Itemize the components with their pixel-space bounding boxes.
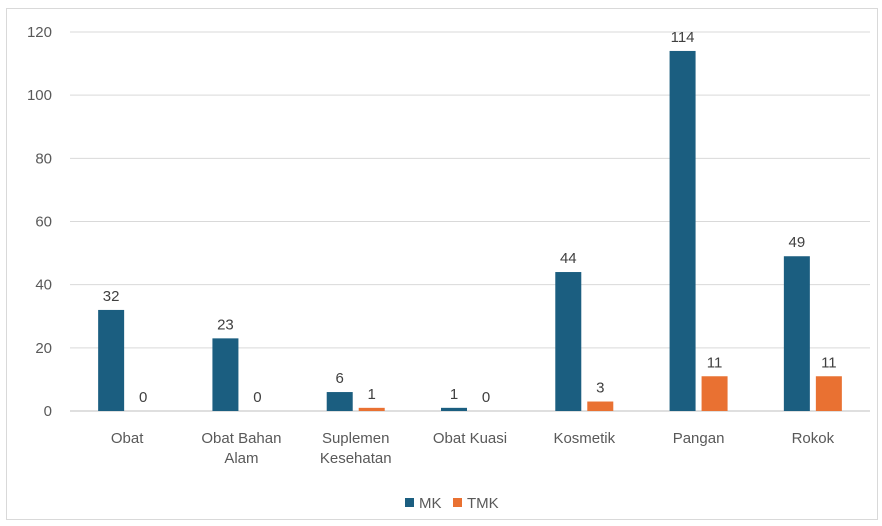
y-tick-label: 120 <box>27 24 52 41</box>
y-tick-label: 0 <box>44 403 52 420</box>
chart-frame <box>6 8 878 520</box>
x-tick-label: Obat <box>111 430 144 447</box>
legend-swatch-tmk <box>453 498 462 507</box>
x-tick-label: Suplemen <box>322 430 390 447</box>
legend-label-mk: MK <box>419 495 442 512</box>
legend: MK TMK <box>405 495 499 512</box>
x-tick-label: Kosmetik <box>553 430 615 447</box>
x-tick-label: Rokok <box>792 430 835 447</box>
y-tick-label: 60 <box>35 214 52 231</box>
bars <box>98 50 842 411</box>
gridlines <box>70 31 870 412</box>
data-label: 3 <box>596 380 604 397</box>
data-label: 32 <box>103 288 120 305</box>
bar-mk <box>212 338 239 411</box>
legend-label-tmk: TMK <box>467 495 499 512</box>
bar-tmk <box>815 376 842 411</box>
data-label: 11 <box>707 354 723 371</box>
x-tick-label: Alam <box>224 450 258 467</box>
x-tick-label: Obat Bahan <box>201 430 281 447</box>
bar-tmk <box>587 401 614 411</box>
bar-mk <box>783 256 810 411</box>
bar-mk <box>669 50 696 411</box>
bar-mk <box>326 392 353 411</box>
data-label: 0 <box>253 389 261 406</box>
bar-mk <box>555 272 582 411</box>
y-tick-label: 20 <box>35 340 52 357</box>
data-label: 23 <box>217 316 234 333</box>
data-label: 49 <box>789 234 806 251</box>
y-tick-label: 40 <box>35 277 52 294</box>
data-label: 114 <box>671 29 695 46</box>
y-tick-label: 80 <box>35 150 52 167</box>
legend-swatch-mk <box>405 498 414 507</box>
x-tick-label: Obat Kuasi <box>433 430 507 447</box>
data-label: 1 <box>368 386 376 403</box>
bar-mk <box>441 407 467 411</box>
data-label: 11 <box>821 354 837 371</box>
x-tick-label: Pangan <box>673 430 725 447</box>
y-axis-tick-labels: 0 20 40 60 80 100 120 <box>27 24 52 420</box>
data-label: 0 <box>482 389 490 406</box>
data-label: 44 <box>560 250 577 267</box>
data-label: 1 <box>450 386 458 403</box>
data-label: 0 <box>139 389 147 406</box>
x-axis-tick-labels: Obat Obat Bahan Alam Suplemen Kesehatan Obat … <box>111 430 835 467</box>
bar-tmk <box>358 407 385 411</box>
data-label: 6 <box>336 370 344 387</box>
y-tick-label: 100 <box>27 87 52 104</box>
bar-mk <box>98 309 125 411</box>
x-tick-label: Kesehatan <box>320 450 392 467</box>
bar-tmk <box>701 376 728 411</box>
